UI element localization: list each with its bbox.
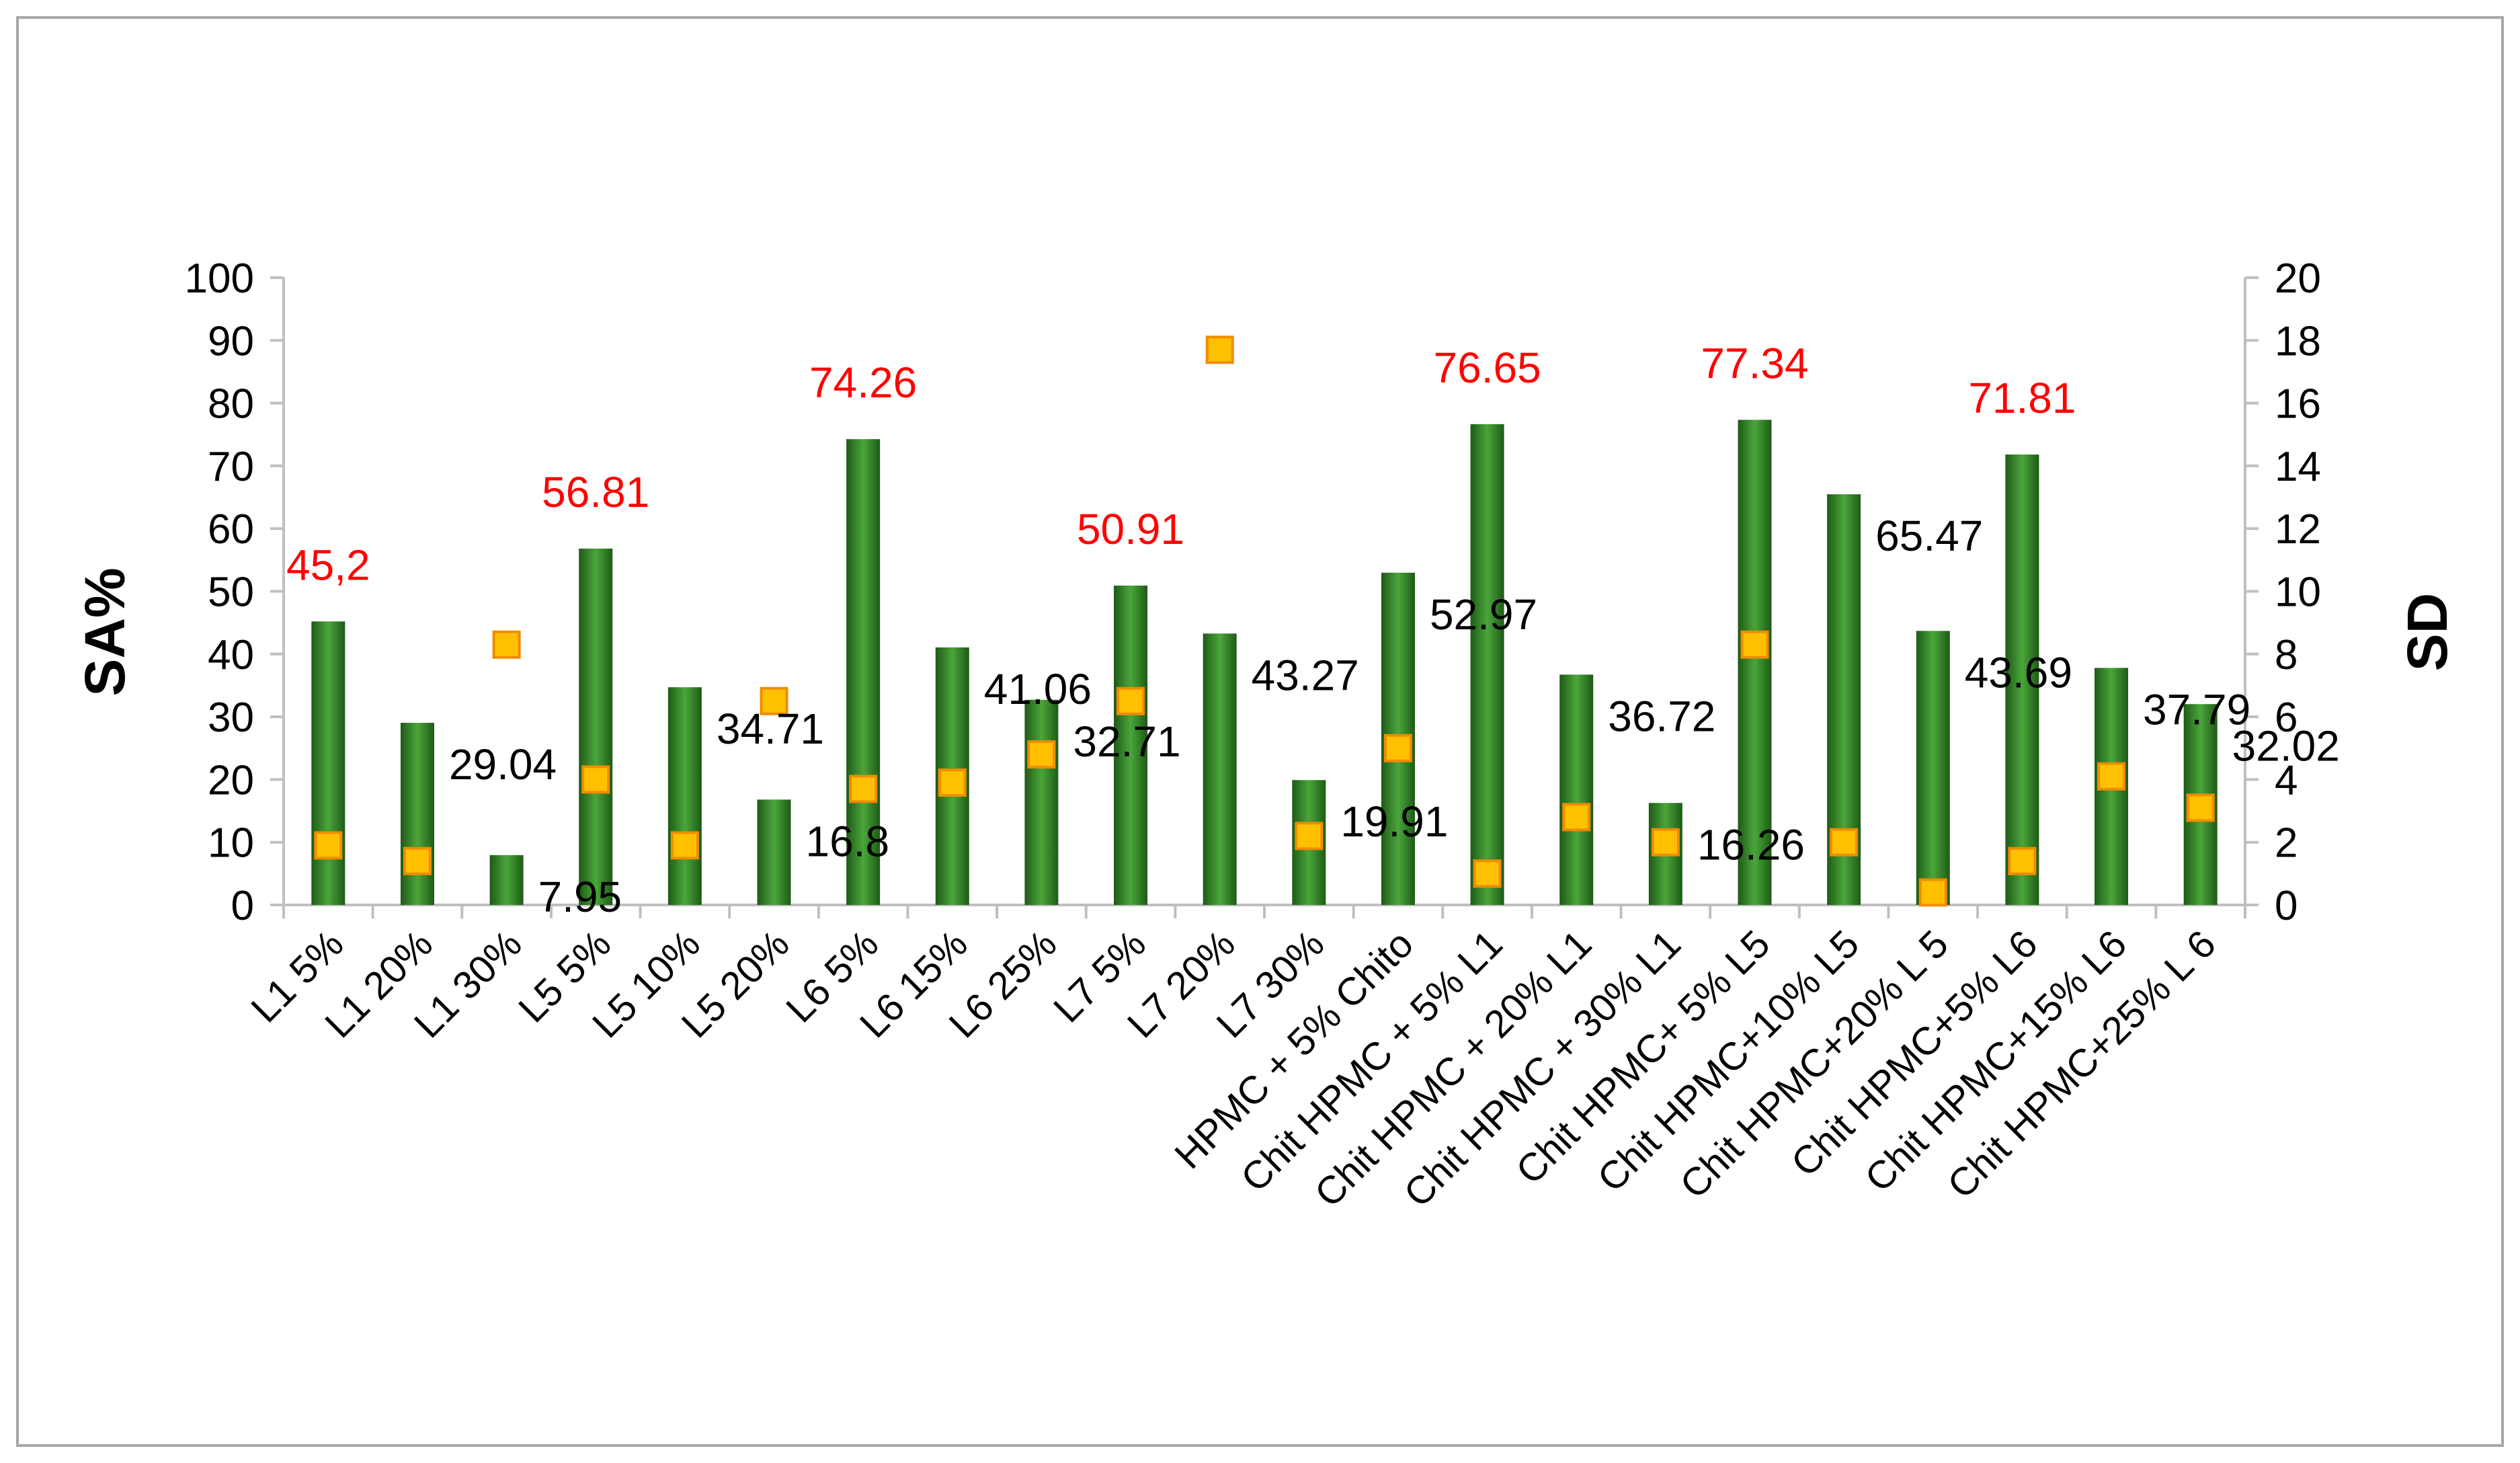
data-label: 29.04 [449,740,557,789]
bar [757,799,791,905]
y-tick-label: 40 [208,632,254,678]
y2-tick-label: 16 [2275,381,2321,428]
y-tick-label: 90 [208,318,254,364]
sd-marker [1651,828,1680,857]
bar [1114,586,1148,905]
sd-marker [1740,630,1769,659]
sd-marker [1830,828,1859,857]
sd-marker [314,831,343,860]
tick-labels: 010203040506070809010002468101214161820L… [185,255,2321,1216]
data-label: 56.81 [542,468,649,516]
data-label: 41.06 [984,665,1092,713]
y-tick-label: 0 [231,883,254,929]
sd-marker [2097,762,2126,791]
data-label: 74.26 [809,358,917,407]
y2-tick-label: 4 [2275,757,2298,803]
y-tick-label: 80 [208,381,254,428]
data-label: 76.65 [1434,344,1541,392]
data-label: 7.95 [538,873,622,921]
y-tick-label: 60 [208,506,254,553]
data-label: 32.02 [2232,721,2340,770]
bar [1024,699,1059,905]
y2-tick-label: 0 [2275,883,2298,929]
data-label: 32.71 [1073,717,1180,766]
y2-tick-label: 12 [2275,506,2321,553]
sd-marker [760,686,788,715]
sd-marker [581,765,610,794]
bar [667,687,702,905]
y2-tick-label: 18 [2275,318,2321,364]
y-tick-label: 70 [208,444,254,490]
data-label: 37.79 [2143,685,2250,734]
sd-marker [1027,740,1056,769]
sd-marker [1116,686,1145,715]
y-tick-label: 100 [185,255,254,302]
sd-marker [492,630,521,659]
sd-marker [2008,846,2037,875]
data-label: 16.26 [1697,820,1805,869]
data-label: 45,2 [286,541,370,589]
bar [1470,424,1504,905]
sd-marker [403,846,432,875]
y2-axis-title: SD [2396,593,2459,672]
y-tick-label: 20 [208,757,254,803]
y2-tick-label: 2 [2275,820,2298,867]
data-label: 36.72 [1608,692,1715,740]
sd-marker [1383,734,1412,762]
data-label: 50.91 [1077,505,1184,553]
y-tick-label: 10 [208,820,254,867]
y2-tick-label: 14 [2275,444,2321,490]
y2-tick-label: 20 [2275,255,2321,302]
bar [579,548,613,905]
y2-tick-label: 10 [2275,569,2321,616]
data-label: 16.8 [806,817,890,865]
sd-marker [1295,822,1324,851]
bar [1203,633,1237,905]
data-label: 71.81 [1968,374,2076,422]
data-label: 34.71 [717,705,824,753]
data-label: 52.97 [1430,590,1537,639]
bar [1916,631,1950,905]
bars [311,420,2218,905]
data-label: 43.27 [1252,651,1359,699]
y-axis-title: SA% [73,567,136,696]
sd-marker [1918,878,1947,907]
sd-marker [849,775,878,803]
sd-markers [314,335,2215,907]
data-label: 65.47 [1875,512,1983,560]
y2-tick-label: 8 [2275,632,2298,678]
sd-marker [670,831,699,860]
bar [846,439,881,905]
bar [400,723,434,905]
bar [1559,674,1594,905]
y2-tick-label: 6 [2275,695,2298,741]
bar [2005,454,2039,905]
data-labels: 45,229.047.9556.8134.7116.874.2641.0632.… [286,339,2340,920]
bar [1738,420,1772,905]
data-label: 43.69 [1965,648,2072,697]
y-tick-label: 50 [208,569,254,616]
sd-marker [938,768,967,797]
sd-marker [1473,859,1502,888]
sd-marker [2186,793,2215,822]
sd-marker [1562,803,1591,832]
data-label: 77.34 [1701,339,1808,387]
bar [489,855,524,905]
axes [270,276,2259,918]
y-tick-label: 30 [208,695,254,741]
bar [311,621,346,905]
data-label: 19.91 [1340,797,1448,846]
sd-marker [1205,335,1234,364]
